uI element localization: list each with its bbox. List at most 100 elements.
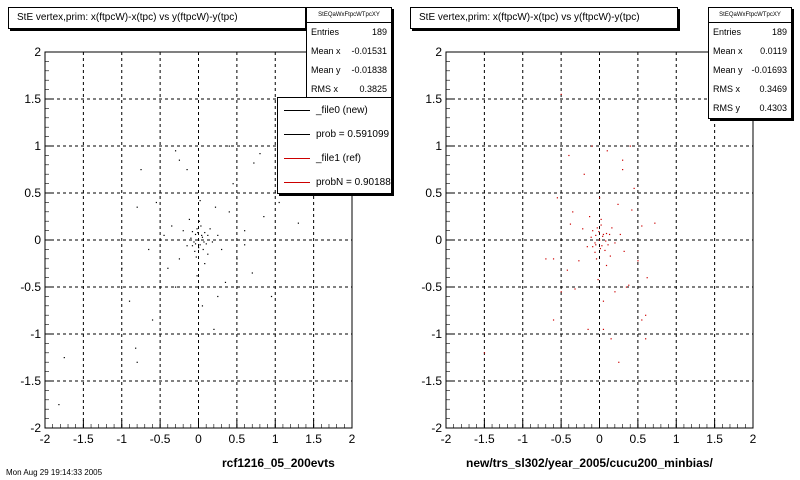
scatter-point: [600, 218, 602, 221]
legend-entry: probN = 0.901886: [278, 170, 391, 193]
y-tick-label: -0.5: [20, 280, 41, 294]
y-tick-label: -1: [30, 327, 41, 341]
stats-label: Mean x: [311, 46, 341, 56]
y-tick-label: -2: [30, 421, 41, 435]
y-tick-label: 1: [34, 139, 41, 153]
scatter-point: [174, 286, 177, 288]
scatter-point: [614, 242, 616, 244]
scatter-point: [128, 300, 131, 302]
scatter-point: [590, 236, 592, 238]
scatter-point: [597, 278, 599, 281]
scatter-point: [625, 286, 628, 288]
scatter-point: [278, 201, 280, 204]
x-tick-label: -1.5: [474, 432, 495, 446]
stats-value: 0.3825: [359, 84, 387, 94]
x-tick-label: 1: [673, 432, 680, 446]
y-tick-label: 0: [34, 233, 41, 247]
legend-entry: _file0 (new): [278, 98, 391, 122]
scatter-point: [151, 319, 154, 321]
scatter-point: [602, 233, 605, 236]
scatter-point: [560, 93, 562, 95]
scatter-point: [217, 234, 219, 236]
scatter-point: [253, 162, 255, 164]
scatter-point: [204, 231, 206, 234]
panel-1-x-caption: rcf1216_05_200evts: [222, 456, 335, 470]
scatter-point: [196, 275, 198, 277]
scatter-point: [198, 220, 200, 222]
scatter-point: [198, 247, 200, 249]
legend-text: prob = 0.591099: [316, 128, 390, 140]
stats-row-entries: Entries 189: [709, 23, 791, 42]
legend-line-swatch: [284, 109, 310, 111]
x-tick-label: -1: [517, 432, 528, 446]
x-tick-label: 0: [596, 432, 603, 446]
scatter-point: [135, 347, 137, 349]
scatter-point: [605, 240, 607, 242]
scatter-point: [203, 241, 205, 243]
y-tick-label: 0.5: [24, 186, 41, 200]
stats-label: Mean y: [311, 65, 341, 75]
scatter-point: [194, 233, 197, 236]
scatter-point: [148, 248, 150, 251]
scatter-point: [201, 236, 204, 238]
scatter-point: [232, 183, 234, 185]
scatter-point: [259, 153, 261, 155]
stats-label: RMS y: [713, 103, 740, 113]
scatter-point: [236, 258, 238, 260]
stats-row-rms-x: RMS x 0.3825: [307, 80, 391, 98]
scatter-point: [251, 272, 253, 274]
scatter-point: [637, 260, 639, 262]
scatter-point: [622, 169, 624, 171]
scatter-point: [195, 256, 197, 258]
stats-label: Entries: [713, 27, 742, 37]
x-tick-label: 1: [272, 432, 279, 446]
stats-value: -0.01838: [351, 65, 387, 75]
scatter-point: [592, 246, 594, 248]
legend-line-swatch: [284, 133, 310, 135]
scatter-point: [244, 230, 246, 232]
scatter-point: [589, 216, 591, 218]
x-tick-label: -2: [40, 432, 51, 446]
scatter-point: [586, 246, 588, 248]
scatter-point: [197, 231, 199, 234]
scatter-point: [622, 159, 624, 161]
x-tick-label: 2: [750, 432, 757, 446]
stats-row-mean-x: Mean x 0.0119: [709, 42, 791, 61]
scatter-point: [609, 255, 611, 257]
y-tick-label: 1.5: [425, 92, 442, 106]
scatter-point: [201, 305, 204, 307]
scatter-point: [221, 248, 223, 251]
scatter-point: [572, 211, 574, 213]
scatter-point: [608, 233, 611, 236]
scatter-point: [568, 154, 570, 157]
legend-line-swatch: [284, 157, 310, 159]
scatter-point: [606, 150, 608, 152]
scatter-point: [605, 264, 608, 267]
scatter-point: [136, 361, 138, 363]
scatter-point: [604, 249, 606, 252]
scatter-point: [617, 203, 619, 205]
stats-value: 189: [371, 27, 387, 37]
panel-2-header: StE vertex,prim: x(ftpcW)-x(tpc) vs y(ft…: [410, 7, 678, 29]
stats-row-mean-y: Mean y -0.01693: [709, 61, 791, 80]
scatter-point: [228, 145, 230, 147]
stats-label: Mean y: [713, 65, 743, 75]
scatter-point: [629, 145, 631, 147]
y-tick-label: 0: [435, 233, 442, 247]
stats-label: Mean x: [713, 46, 743, 56]
panel-2-x-caption: new/trs_sl302/year_2005/cucu200_minbias/: [466, 456, 713, 470]
y-tick-label: 1: [435, 139, 442, 153]
scatter-point: [611, 227, 613, 229]
scatter-point: [199, 244, 201, 246]
scatter-point: [595, 258, 598, 260]
stats-value: 0.0119: [760, 46, 787, 56]
scatter-point: [628, 284, 630, 286]
scatter-point: [186, 245, 188, 247]
scatter-point: [178, 258, 181, 260]
scatter-point: [167, 267, 169, 269]
y-tick-label: -1.5: [20, 374, 41, 388]
scatter-point: [596, 227, 598, 229]
scatter-point: [545, 258, 547, 260]
scatter-point: [217, 295, 219, 298]
